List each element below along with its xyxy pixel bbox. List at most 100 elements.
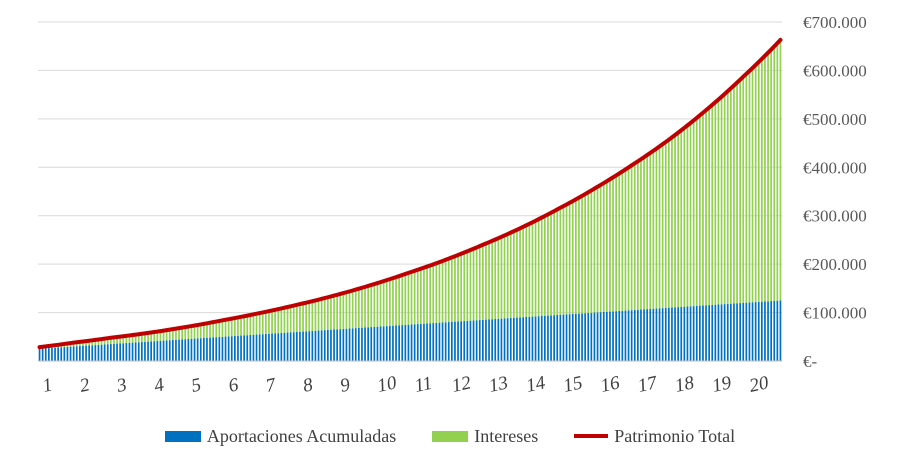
bar-aportaciones — [116, 343, 118, 361]
bar-intereses — [326, 297, 329, 330]
bar-aportaciones — [336, 329, 339, 361]
bar-intereses — [636, 161, 639, 310]
bar-intereses — [581, 195, 583, 314]
bar-intereses — [773, 46, 776, 301]
bar-aportaciones — [221, 336, 224, 361]
bar-intereses — [78, 341, 81, 347]
bar-aportaciones — [175, 339, 177, 361]
bar-aportaciones — [593, 312, 596, 361]
bar-aportaciones — [345, 328, 348, 361]
bar-aportaciones — [233, 335, 236, 361]
bar-intereses — [708, 107, 711, 306]
x-tick-label: 4 — [152, 374, 166, 397]
bar-intereses — [345, 292, 348, 329]
x-tick-label: 3 — [114, 374, 129, 397]
x-tick-label: 6 — [227, 374, 241, 397]
bar-intereses — [593, 188, 596, 313]
bar-intereses — [423, 267, 425, 324]
bar-intereses — [314, 300, 317, 331]
bar-aportaciones — [640, 309, 642, 361]
y-tick-label: €500.000 — [803, 110, 867, 129]
bar-intereses — [218, 320, 221, 337]
bar-intereses — [757, 61, 760, 302]
y-tick-label: €300.000 — [803, 207, 867, 226]
bar-intereses — [491, 240, 494, 320]
bar-intereses — [299, 304, 301, 332]
bar-intereses — [587, 192, 590, 313]
bar-aportaciones — [370, 327, 373, 361]
bar-intereses — [698, 115, 701, 306]
bar-aportaciones — [615, 311, 618, 361]
bar-intereses — [190, 326, 193, 339]
bar-aportaciones — [274, 333, 277, 361]
bar-aportaciones — [627, 310, 630, 361]
bar-aportaciones — [41, 348, 44, 361]
bar-intereses — [246, 315, 249, 336]
x-tick-labels: 1 2 3 4 5 6 7 8 9 10 11 12 13 14 15 16 17 18 19 20 — [41, 372, 771, 397]
bar-intereses — [113, 337, 115, 344]
bar-aportaciones — [66, 346, 69, 361]
x-tick-label: 12 — [450, 372, 473, 397]
bar-intereses — [550, 212, 552, 316]
x-tick-label: 18 — [673, 372, 696, 397]
bar-intereses — [255, 313, 258, 335]
bar-intereses — [252, 314, 255, 335]
bar-aportaciones — [714, 304, 717, 361]
y-tick-label: €200.000 — [803, 255, 867, 274]
bar-aportaciones — [726, 303, 729, 361]
bar-intereses — [553, 211, 556, 316]
bar-aportaciones — [78, 346, 81, 361]
bar-intereses — [311, 301, 314, 331]
bar-aportaciones — [733, 303, 735, 361]
bar-aportaciones — [131, 342, 134, 361]
bar-intereses — [624, 169, 627, 311]
bar-aportaciones — [392, 325, 394, 361]
bar-aportaciones — [323, 330, 326, 361]
bar-aportaciones — [147, 341, 149, 361]
bar-intereses — [627, 167, 630, 311]
bar-intereses — [618, 173, 621, 311]
bar-aportaciones — [333, 329, 335, 361]
bar-intereses — [165, 330, 168, 341]
bar-intereses — [742, 76, 745, 303]
bar-intereses — [171, 329, 174, 341]
bar-intereses — [249, 314, 252, 335]
bar-intereses — [760, 58, 763, 302]
bar-intereses — [500, 236, 503, 319]
bar-intereses — [770, 49, 773, 302]
bar-aportaciones — [671, 307, 673, 361]
bar-aportaciones — [481, 319, 484, 361]
bar-intereses — [522, 226, 525, 318]
x-tick-label: 1 — [41, 374, 55, 397]
bar-aportaciones — [215, 337, 218, 361]
bar-aportaciones — [559, 314, 562, 361]
bar-intereses — [447, 258, 450, 323]
bar-aportaciones — [196, 338, 199, 361]
bar-aportaciones — [271, 333, 273, 361]
bar-aportaciones — [413, 324, 416, 361]
bar-aportaciones — [562, 314, 565, 361]
bar-intereses — [562, 206, 565, 315]
patrimonio-total-line — [37, 37, 783, 350]
bar-aportaciones — [773, 300, 776, 361]
bar-intereses — [667, 139, 670, 308]
bar-aportaciones — [624, 310, 627, 361]
bar-aportaciones — [652, 308, 655, 361]
bar-aportaciones — [438, 322, 441, 361]
bar-intereses — [460, 253, 463, 322]
bar-aportaciones — [599, 312, 602, 361]
bar-intereses — [677, 132, 680, 308]
bar-intereses — [779, 39, 782, 301]
bar-intereses — [317, 299, 320, 331]
bar-intereses — [435, 263, 438, 323]
bar-intereses — [261, 312, 264, 335]
bar-aportaciones — [190, 338, 193, 361]
bar-intereses — [243, 316, 246, 336]
bar-intereses — [559, 207, 562, 315]
bar-aportaciones — [683, 306, 686, 361]
bar-intereses — [348, 291, 351, 329]
bar-aportaciones — [404, 324, 407, 361]
bar-intereses — [658, 146, 661, 309]
bar-intereses — [754, 64, 757, 303]
bar-intereses — [652, 150, 655, 309]
